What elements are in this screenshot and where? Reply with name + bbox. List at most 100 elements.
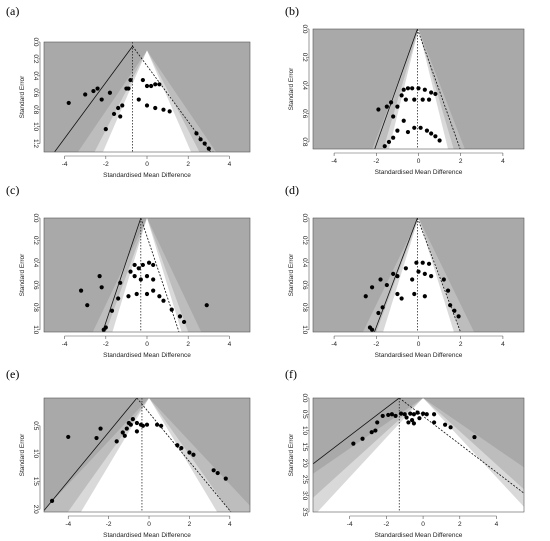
study-point [433, 134, 438, 139]
study-point [363, 294, 368, 299]
x-tick-label: -4 [62, 161, 68, 168]
funnel-panel-3: -4 -2 0 2 4 0.0 0.2 0.4 0.6 0.8 1.0 Standardised Me… [6, 183, 251, 359]
study-point [411, 412, 417, 417]
y-tick-label: 0.0 [301, 24, 308, 33]
funnel-region-90 [317, 398, 524, 512]
funnel-panel-5: -4 -2 0 2 4 0.5 1.0 1.5 2.0 Standardised Mean Dif… [6, 367, 251, 539]
study-point [118, 280, 123, 285]
x-tick-label: 4 [495, 521, 499, 528]
plot-border [312, 217, 525, 333]
study-point [107, 90, 113, 95]
study-point [417, 416, 422, 421]
study-point [198, 137, 203, 142]
panel-label: (e) [6, 367, 19, 381]
study-point [179, 445, 184, 451]
y-tick-label: 0.6 [301, 281, 308, 290]
study-point [177, 314, 183, 319]
y-axis-title: Standard Error [19, 433, 26, 476]
y-tick-label: 0.2 [32, 54, 39, 63]
x-tick-label: 2 [188, 521, 192, 528]
regression-line-right [417, 218, 461, 332]
study-point [429, 131, 434, 136]
study-point [116, 296, 121, 301]
study-point [389, 412, 394, 417]
study-point [369, 430, 374, 435]
study-point [204, 303, 209, 308]
y-tick-label: 1.5 [32, 477, 39, 486]
study-point [159, 423, 164, 428]
x-tick-label: 0 [421, 521, 425, 528]
study-point [132, 262, 137, 268]
panel-label: (d) [285, 183, 299, 197]
x-tick-label: -4 [331, 341, 337, 348]
y-tick-label: 0.0 [301, 213, 308, 222]
study-point [420, 260, 425, 265]
x-axis-title: Standardised Mean Difference [103, 172, 191, 179]
study-point [149, 83, 154, 89]
study-point [422, 294, 427, 299]
y-tick-label: 0.4 [32, 71, 39, 80]
study-point [433, 91, 438, 97]
x-tick-label: -2 [103, 161, 109, 168]
study-point [206, 146, 211, 151]
plot-area [313, 398, 524, 512]
plot-area [44, 218, 250, 332]
study-point [398, 411, 404, 416]
y-tick-label: 1.0 [32, 122, 39, 131]
study-point [395, 128, 400, 133]
study-point [146, 260, 152, 265]
plot-border [43, 217, 251, 333]
study-point [456, 314, 461, 319]
x-tick-label: 4 [228, 341, 232, 348]
study-point [126, 294, 131, 299]
study-point [128, 269, 133, 274]
study-point [399, 296, 404, 301]
study-point [128, 422, 133, 427]
study-point [402, 412, 407, 417]
y-tick-label: 0.8 [301, 303, 308, 312]
study-point [388, 100, 394, 105]
study-point [99, 285, 104, 290]
study-point [399, 93, 404, 98]
study-point [448, 303, 453, 308]
study-point [429, 90, 434, 95]
study-point [384, 104, 389, 109]
plot-area [44, 398, 250, 512]
study-point [441, 277, 446, 282]
y-tick-label: 0.8 [301, 137, 308, 146]
study-point [424, 128, 430, 133]
plot-border [43, 397, 251, 513]
study-point [151, 277, 156, 282]
study-point [49, 498, 55, 503]
study-point [128, 77, 133, 83]
study-point [157, 294, 162, 299]
study-point [384, 282, 389, 288]
study-point [153, 82, 158, 87]
y-axis-title: Standard Error [288, 433, 295, 476]
study-point [403, 266, 408, 271]
plot-border [312, 397, 525, 513]
study-point [420, 97, 425, 102]
study-point [408, 411, 413, 416]
study-point [373, 428, 378, 433]
study-point [66, 434, 71, 440]
panel-label: (a) [6, 4, 19, 18]
study-point [194, 131, 199, 136]
x-tick-label: -4 [331, 158, 337, 165]
funnel-region-90 [102, 50, 192, 152]
study-point [116, 105, 121, 111]
study-point [403, 97, 408, 102]
study-point [472, 434, 477, 440]
study-point [386, 139, 392, 145]
study-point [101, 327, 106, 332]
study-point [411, 421, 417, 426]
x-tick-label: 2 [459, 341, 463, 348]
study-point [144, 274, 150, 279]
study-point [376, 107, 381, 112]
x-axis-title: Standardised Mean Difference [375, 169, 463, 176]
study-point [416, 86, 421, 91]
funnel-region-90 [383, 218, 454, 332]
study-point [391, 271, 396, 276]
study-point [181, 319, 187, 325]
